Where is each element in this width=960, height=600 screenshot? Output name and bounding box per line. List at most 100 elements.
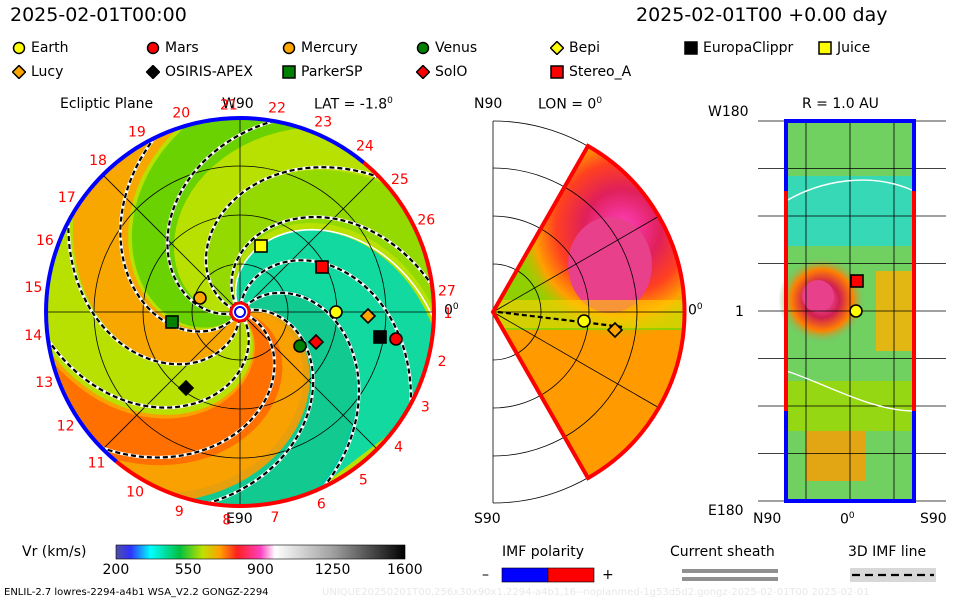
footer-right: UNIQUE20250201T00,256x30x90x1,2294-a4b1,… xyxy=(322,587,870,598)
radial-slow-patch xyxy=(806,431,866,481)
carrington-label-20: 20 xyxy=(172,106,190,122)
radial-title: R = 1.0 AU xyxy=(802,96,879,112)
current-sheath-line-2 xyxy=(682,577,778,581)
carrington-label-24: 24 xyxy=(356,139,374,155)
radial-bottom-label: E180 xyxy=(708,503,744,519)
marker-stereo-a xyxy=(315,260,329,274)
circle-icon xyxy=(416,41,430,55)
legend-item-label: OSIRIS-APEX xyxy=(165,64,253,80)
speed-band xyxy=(46,294,310,503)
carrington-label-2: 2 xyxy=(438,354,447,370)
carrington-label-19: 19 xyxy=(128,124,146,140)
marker-lucy xyxy=(359,307,377,325)
meridional-polarity-boundary xyxy=(490,143,687,481)
colorbar-title: Vr (km/s) xyxy=(22,544,87,560)
legend-item-label: Venus xyxy=(435,40,478,56)
legend-item-label: Mercury xyxy=(301,40,358,56)
imf-line xyxy=(204,166,381,311)
speed-band xyxy=(205,170,434,371)
legend-item-bepi: Bepi xyxy=(550,40,600,56)
carrington-label-16: 16 xyxy=(36,233,54,249)
diamond-icon xyxy=(550,41,564,55)
carrington-label-9: 9 xyxy=(175,504,184,520)
radial-panel xyxy=(758,119,946,503)
carrington-label-23: 23 xyxy=(314,114,332,130)
imf-minus-label: – xyxy=(482,567,489,583)
polarity-rim-positive xyxy=(115,160,436,508)
colorbar-tick: 1250 xyxy=(314,562,351,578)
legend-item-label: Lucy xyxy=(31,64,64,80)
marker-mercury xyxy=(193,291,207,305)
marker-juice xyxy=(254,239,268,253)
colorbar-tick: 1600 xyxy=(387,562,423,578)
legend-item-parkersp: ParkerSP xyxy=(282,64,362,80)
circle-icon xyxy=(12,41,26,55)
ecliptic-title: Ecliptic Plane xyxy=(60,96,154,112)
legend-item-osiris-apex: OSIRIS-APEX xyxy=(146,64,253,80)
marker-venus xyxy=(293,339,307,353)
square-icon xyxy=(550,65,564,79)
grid-spoke xyxy=(239,174,378,313)
carrington-label-13: 13 xyxy=(35,375,53,391)
speed-band xyxy=(106,290,361,506)
marker-earth xyxy=(329,305,343,319)
grid-spoke xyxy=(102,311,241,450)
carrington-label-10: 10 xyxy=(126,485,144,501)
radial-mid-label: 1 xyxy=(735,304,744,320)
imf-plus-label: + xyxy=(602,567,614,583)
carrington-label-12: 12 xyxy=(57,418,75,434)
imf-line xyxy=(230,215,434,308)
imf-line xyxy=(166,119,275,316)
carrington-label-27: 27 xyxy=(438,283,456,299)
carrington-label-11: 11 xyxy=(88,456,106,472)
legend-item-venus: Venus xyxy=(416,40,477,56)
carrington-label-4: 4 xyxy=(394,440,403,456)
imf-line xyxy=(207,308,315,505)
current-sheath-title: Current sheath xyxy=(670,544,775,560)
carrington-label-15: 15 xyxy=(25,280,43,296)
colorbar xyxy=(115,544,406,560)
imf-line xyxy=(243,291,361,488)
marker-lucy xyxy=(606,321,624,339)
ecliptic-lat-label: LAT = -1.80 xyxy=(314,96,393,113)
carrington-label-3: 3 xyxy=(421,399,430,415)
ecliptic-bottom-label: E90 xyxy=(226,511,253,527)
carrington-label-22: 22 xyxy=(268,100,286,116)
marker-parkersp xyxy=(165,315,179,329)
meridional-top-label: N90 xyxy=(474,96,503,112)
carrington-label-18: 18 xyxy=(89,153,107,169)
speed-band xyxy=(46,305,283,466)
legend-item-label: Juice xyxy=(837,40,871,56)
speed-band xyxy=(131,118,366,328)
radial-x-right: S90 xyxy=(920,511,947,527)
radial-x-left: N90 xyxy=(753,511,782,527)
legend-item-europaclippr: EuropaClippr xyxy=(684,40,793,56)
legend-item-label: SolO xyxy=(435,64,468,80)
legend-item-label: Bepi xyxy=(569,40,600,56)
spacecraft-markers xyxy=(165,239,864,397)
meridional-spoke xyxy=(492,311,659,408)
diamond-icon xyxy=(146,65,160,79)
meridional-spoke xyxy=(492,216,659,313)
carrington-label-1: 1 xyxy=(444,306,453,322)
square-icon xyxy=(282,65,296,79)
carrington-label-6: 6 xyxy=(317,496,326,512)
imf-line xyxy=(100,313,276,459)
marker-stereo-a xyxy=(850,274,864,288)
carrington-label-8: 8 xyxy=(222,513,231,529)
legend-item-label: EuropaClippr xyxy=(703,40,794,56)
radial-x-mid: 00 xyxy=(840,511,855,528)
colorbar-tick: 900 xyxy=(247,562,274,578)
square-icon xyxy=(818,41,832,55)
legend-item-label: ParkerSP xyxy=(301,64,363,80)
radial-sheet-upper xyxy=(785,179,915,202)
legend-item-stereo-a: Stereo_A xyxy=(550,64,631,80)
marker-europaclippr xyxy=(373,330,387,344)
legend-item-earth: Earth xyxy=(12,40,69,56)
carrington-label-26: 26 xyxy=(417,213,435,229)
imf-positive-swatch xyxy=(547,567,595,583)
legend-item-label: Mars xyxy=(165,40,199,56)
imf-line xyxy=(67,221,241,366)
carrington-label-17: 17 xyxy=(58,190,76,206)
meridional-bottom-label: S90 xyxy=(474,511,501,527)
